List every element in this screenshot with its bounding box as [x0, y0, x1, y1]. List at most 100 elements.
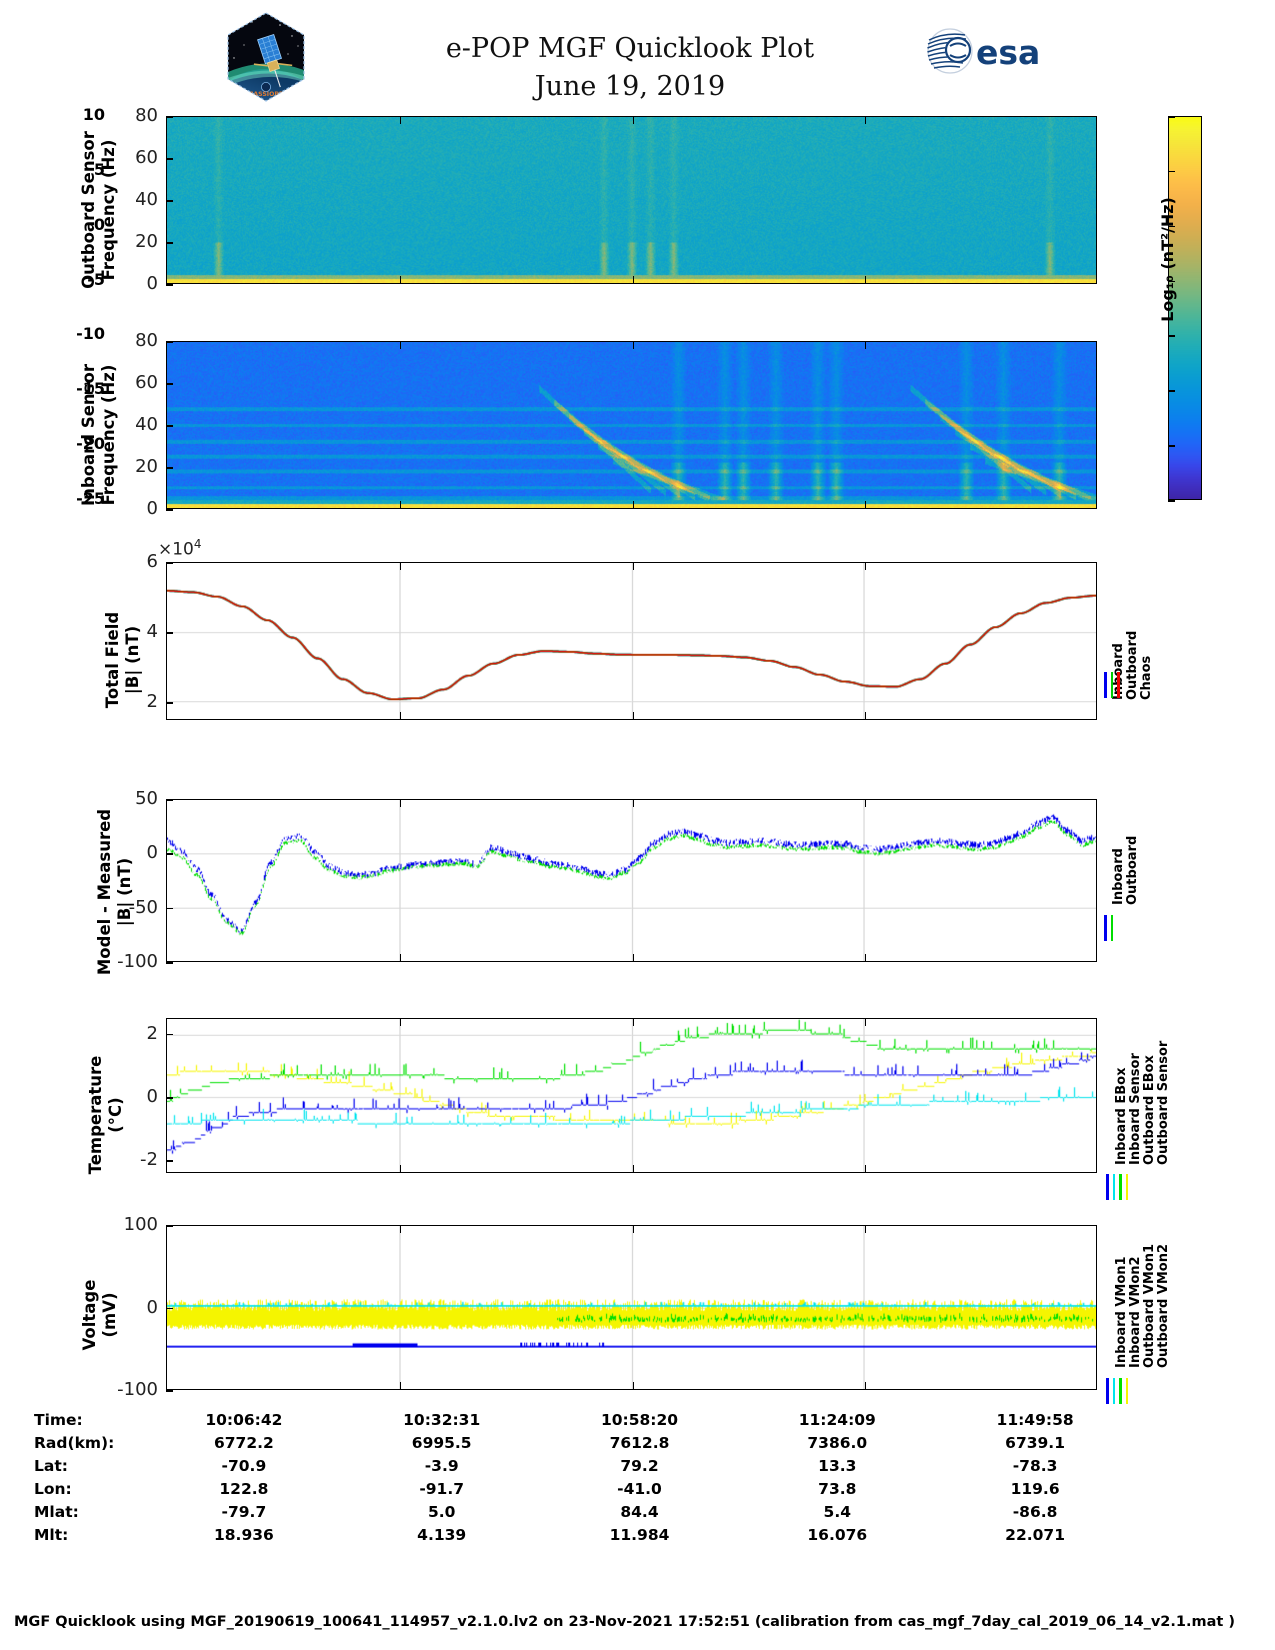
table-row: Rad(km): 6772.2 6995.5 7612.8 7386.0 6739.1 [34, 1431, 1134, 1454]
table-cell: 4.139 [417, 1525, 467, 1544]
x-tick-mark [399, 712, 401, 719]
legend-swatch [1110, 672, 1113, 698]
total-field-axes [166, 562, 1097, 720]
y-tick-mark [166, 1160, 173, 1162]
y-tick-label: -100 [117, 951, 158, 972]
y-tick-mark [166, 116, 173, 118]
table-cell: -3.9 [424, 1456, 459, 1475]
ephemeris-table: Time: 10:06:42 10:32:31 10:58:20 11:24:09 11:… [0, 1408, 1275, 1546]
x-tick-mark [632, 276, 634, 283]
y-tick-mark [166, 799, 173, 801]
temperature-plot [167, 1019, 1096, 1172]
legend-swatch [1110, 915, 1113, 941]
x-tick-mark [399, 276, 401, 283]
table-cell: 11:49:58 [996, 1410, 1074, 1429]
x-tick-mark [865, 563, 867, 570]
legend-label: Outboard VMon2 [1156, 1243, 1171, 1368]
legend-swatch [1119, 1378, 1122, 1404]
y-tick-label: 0 [146, 1296, 158, 1318]
colorbar-tick: 5 [93, 159, 105, 179]
colorbar-tick-mark [1168, 170, 1175, 173]
row-header: Time: [34, 1410, 83, 1429]
row-header: Rad(km): [34, 1433, 115, 1452]
table-cell: 10:32:31 [403, 1410, 481, 1429]
y-tick-mark [166, 632, 173, 634]
legend-label: Chaos [1139, 655, 1154, 700]
y-tick-mark [166, 1225, 173, 1227]
colorbar-tick-mark [1168, 116, 1175, 118]
colorbar-tick: -10 [76, 324, 105, 344]
legend-label: Outboard EBox [1142, 1055, 1157, 1165]
colorbar-tick-mark [1168, 390, 1175, 392]
table-cell: 5.0 [427, 1502, 456, 1521]
y-tick-mark [166, 383, 173, 385]
legend-swatch [1106, 1378, 1109, 1404]
colorbar-tick: -20 [76, 434, 105, 454]
table-row: Mlat: -79.7 5.0 84.4 5.4 -86.8 [34, 1500, 1134, 1523]
legend-swatch [1112, 1174, 1115, 1200]
esa-logo-icon: esa [920, 26, 1045, 76]
model-minus-measured-legend-labels: Inboard Outboard [1111, 836, 1140, 905]
colorbar-tick-mark [1168, 280, 1175, 283]
model-minus-measured-legend-swatches [1104, 915, 1113, 941]
table-cell: 6772.2 [213, 1433, 274, 1452]
colorbar-title: Log₁₀ (nT²/Hz) [1157, 197, 1177, 322]
y-tick-mark [166, 853, 173, 855]
x-tick-mark [632, 501, 634, 508]
y-tick-mark [166, 242, 173, 244]
temperature-ylabel: Temperature (°C) [86, 1055, 125, 1175]
table-cell: 79.2 [620, 1456, 659, 1475]
y-tick-label: 20 [135, 456, 158, 477]
y-tick-mark [166, 467, 173, 469]
y-tick-label: 0 [146, 1086, 158, 1108]
temperature-legend-swatches [1106, 1174, 1128, 1200]
row-header: Lon: [34, 1479, 72, 1498]
x-tick-mark [399, 563, 401, 570]
x-tick-mark [399, 1165, 401, 1172]
y-tick-label: 4 [146, 621, 158, 643]
x-tick-mark [865, 1382, 867, 1389]
legend-swatch [1112, 1378, 1115, 1404]
y-tick-label: 80 [135, 330, 158, 351]
y-tick-label: 100 [123, 1214, 158, 1235]
legend-swatch [1104, 672, 1107, 698]
y-tick-label: 20 [135, 231, 158, 252]
legend-label: Inboard VMon2 [1128, 1256, 1143, 1368]
colorbar-tick-mark [1168, 500, 1175, 502]
y-tick-label: 60 [135, 372, 158, 393]
legend-label: Inboard Sensor [1128, 1053, 1143, 1165]
x-tick-mark [865, 1226, 867, 1233]
page-title: e-POP MGF Quicklook Plot June 19, 2019 [330, 30, 930, 106]
x-tick-mark [399, 1019, 401, 1026]
outboard-spectrogram-image [167, 117, 1096, 283]
legend-label: Inboard EBox [1114, 1067, 1129, 1165]
y-tick-label: 0 [146, 842, 158, 864]
cassiope-mission-patch-icon: CASSIOPE [222, 10, 310, 104]
x-tick-mark [399, 1382, 401, 1389]
total-field-ylabel: Total Field |B| (nT) [103, 611, 142, 709]
colorbar-tick: -15 [76, 379, 105, 399]
y-tick-mark [166, 1307, 173, 1310]
x-tick-mark [865, 954, 867, 961]
colorbar-tick: -5 [87, 269, 105, 289]
inboard-spectrogram-axes [166, 341, 1097, 509]
header: CASSIOPE e-POP MGF Quicklook Plot June 1… [0, 0, 1275, 105]
x-tick-mark [399, 954, 401, 961]
y-tick-label: 2 [146, 691, 158, 713]
colorbar-tick-mark [1168, 225, 1175, 228]
x-tick-mark [399, 117, 401, 124]
total-field-plot [167, 563, 1096, 719]
voltage-legend-labels: Inboard VMon1 Inboard VMon2 Outboard VMon1… [1114, 1243, 1171, 1368]
legend-swatch [1117, 672, 1120, 698]
y-tick-label: -2 [140, 1149, 158, 1171]
x-tick-mark [632, 563, 634, 570]
table-row: Lat: -70.9 -3.9 79.2 13.3 -78.3 [34, 1454, 1134, 1477]
x-tick-mark [632, 1382, 634, 1389]
x-tick-mark [399, 800, 401, 807]
voltage-axes [166, 1225, 1097, 1390]
legend-label: Outboard Sensor [1156, 1040, 1171, 1165]
table-row: Time: 10:06:42 10:32:31 10:58:20 11:24:09 11:… [34, 1408, 1134, 1431]
table-cell: 7612.8 [609, 1433, 670, 1452]
colorbar-tick: 0 [93, 214, 105, 234]
x-tick-mark [865, 800, 867, 807]
